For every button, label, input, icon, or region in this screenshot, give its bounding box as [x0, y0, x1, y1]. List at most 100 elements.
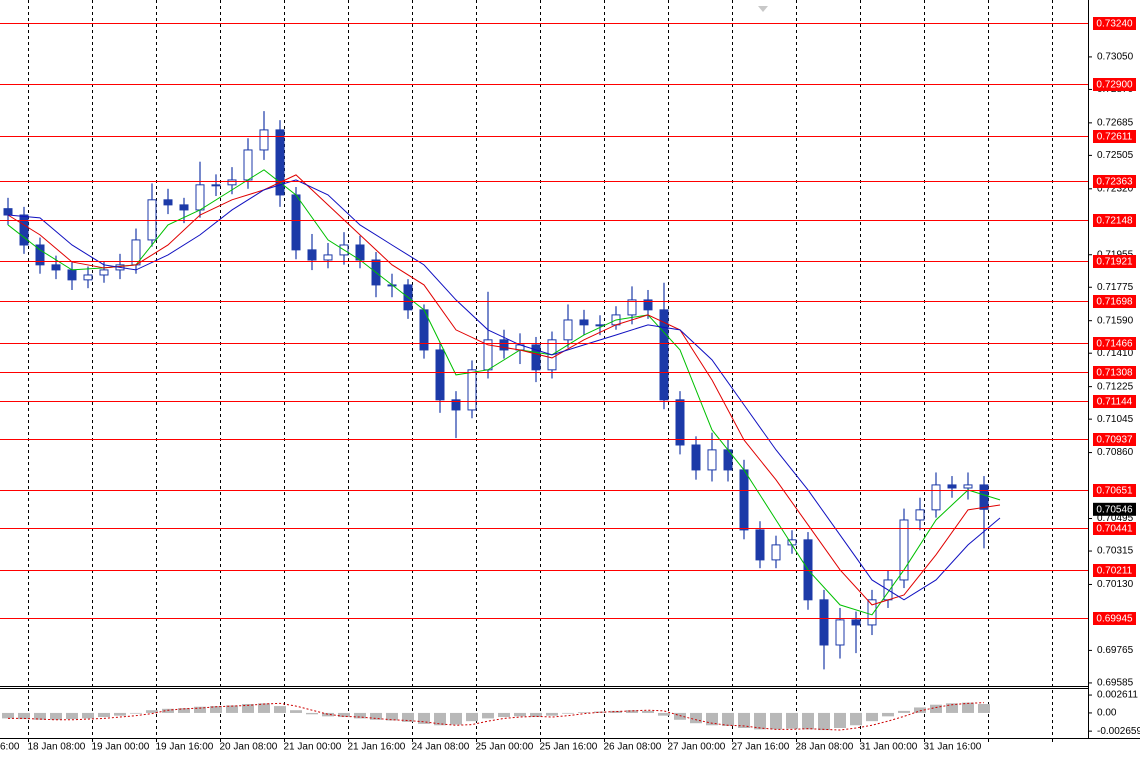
candle-body: [691, 444, 701, 471]
oscillator-bar: [434, 712, 446, 726]
y-tick-label: 0.71410: [1097, 348, 1134, 359]
candle-body: [899, 519, 909, 581]
candle-body: [83, 274, 93, 281]
candle-body: [915, 509, 925, 521]
x-tick-label: 25 Jan 00:00: [476, 742, 534, 753]
level-label-box: [1093, 78, 1136, 91]
candle-body: [835, 619, 845, 646]
level-label: 0.71308: [1096, 368, 1133, 379]
oscillator-bar: [130, 712, 142, 714]
level-label-box: [1093, 255, 1136, 268]
oscillator-bar: [898, 710, 910, 713]
y-tick-label: 0.00: [1097, 708, 1117, 719]
y-tick-label: 0.71590: [1097, 315, 1134, 326]
candle-body: [659, 309, 669, 401]
oscillator-bar: [962, 702, 974, 713]
candle-body: [179, 204, 189, 211]
candle-body: [579, 319, 589, 326]
y-tick-label: 0.69765: [1097, 645, 1134, 656]
candle-body: [19, 214, 29, 246]
level-label: 0.70211: [1097, 566, 1133, 577]
y-tick-label: 0.71775: [1097, 282, 1134, 293]
candle-body: [99, 269, 109, 276]
level-label-box: [1093, 564, 1136, 577]
candle-body: [643, 299, 653, 311]
candle-body: [243, 149, 253, 181]
x-tick-label: 24 Jan 08:00: [412, 742, 470, 753]
oscillator-bar: [66, 712, 78, 720]
level-label: 0.72363: [1096, 177, 1133, 188]
candle-body: [707, 449, 717, 471]
oscillator-bar: [82, 712, 94, 719]
candle-body: [323, 254, 333, 261]
oscillator-bar: [450, 712, 462, 725]
y-tick-label: -0.002659: [1097, 726, 1140, 737]
oscillator-bar: [274, 706, 286, 713]
oscillator-bar: [658, 712, 670, 716]
oscillator-bar: [114, 712, 126, 716]
oscillator-bar: [242, 704, 254, 713]
oscillator-bar: [402, 712, 414, 722]
candle-body: [771, 544, 781, 561]
candle-body: [307, 249, 317, 261]
level-label-box: [1093, 612, 1136, 625]
level-label-box: [1093, 395, 1136, 408]
candle-body: [291, 194, 301, 251]
oscillator-bar: [578, 712, 590, 713]
oscillator-bar: [466, 712, 478, 722]
level-label: 0.70937: [1096, 435, 1133, 446]
x-tick-label: 31 Jan 00:00: [860, 742, 918, 753]
oscillator-bar: [162, 708, 174, 713]
candle-body: [275, 129, 285, 196]
level-label-box: [1093, 337, 1136, 350]
x-tick-label: 26 Jan 08:00: [604, 742, 662, 753]
candle-body: [627, 299, 637, 316]
oscillator-bar: [338, 712, 350, 718]
level-label-box: [1093, 484, 1136, 497]
candle-body: [979, 484, 989, 510]
candle-body: [195, 184, 205, 211]
oscillator-bar: [882, 712, 894, 717]
level-label: 0.69945: [1096, 614, 1133, 625]
oscillator-bar: [770, 712, 782, 730]
oscillator-bar: [194, 706, 206, 713]
candle-body: [499, 339, 509, 351]
candle-body: [227, 179, 237, 186]
x-tick-label: 27 Jan 00:00: [668, 742, 726, 753]
x-tick-label: 31 Jan 16:00: [924, 742, 982, 753]
candle-body: [3, 208, 13, 216]
candle-body: [67, 269, 77, 281]
x-tick-label: 21 Jan 16:00: [348, 742, 406, 753]
y-tick-label: 0.69585: [1097, 678, 1134, 689]
level-label: 0.71698: [1096, 297, 1133, 308]
candle-body: [867, 599, 877, 626]
level-label: 0.71144: [1097, 397, 1133, 408]
oscillator-bar: [178, 708, 190, 713]
y-tick-label: 0.70860: [1097, 447, 1134, 458]
candle-body: [467, 369, 477, 411]
candle-body: [851, 619, 861, 626]
oscillator-bar: [594, 711, 606, 713]
oscillator-bar: [210, 706, 222, 713]
oscillator-bar: [98, 712, 110, 718]
oscillator-bar: [146, 710, 158, 713]
candle-body: [147, 199, 157, 241]
oscillator-bar: [290, 710, 302, 713]
oscillator-bar: [418, 712, 430, 724]
candle-body: [483, 339, 493, 371]
y-tick-label: 0.73050: [1097, 52, 1134, 63]
oscillator-bar: [866, 712, 878, 722]
oscillator-bar: [50, 712, 62, 720]
level-label-box: [1093, 295, 1136, 308]
shift-marker: [758, 6, 768, 12]
current-price-label: 0.70546: [1096, 504, 1133, 515]
candle-body: [963, 484, 973, 489]
y-tick-label: 0.72320: [1097, 183, 1134, 194]
oscillator-bar: [786, 712, 798, 729]
oscillator-bar: [978, 704, 990, 713]
oscillator-bar: [834, 712, 846, 728]
level-label-box: [1093, 130, 1136, 143]
x-tick-label: 19 Jan 16:00: [156, 742, 214, 753]
x-tick-label: 20 Jan 08:00: [220, 742, 278, 753]
x-tick-label: 25 Jan 16:00: [540, 742, 598, 753]
